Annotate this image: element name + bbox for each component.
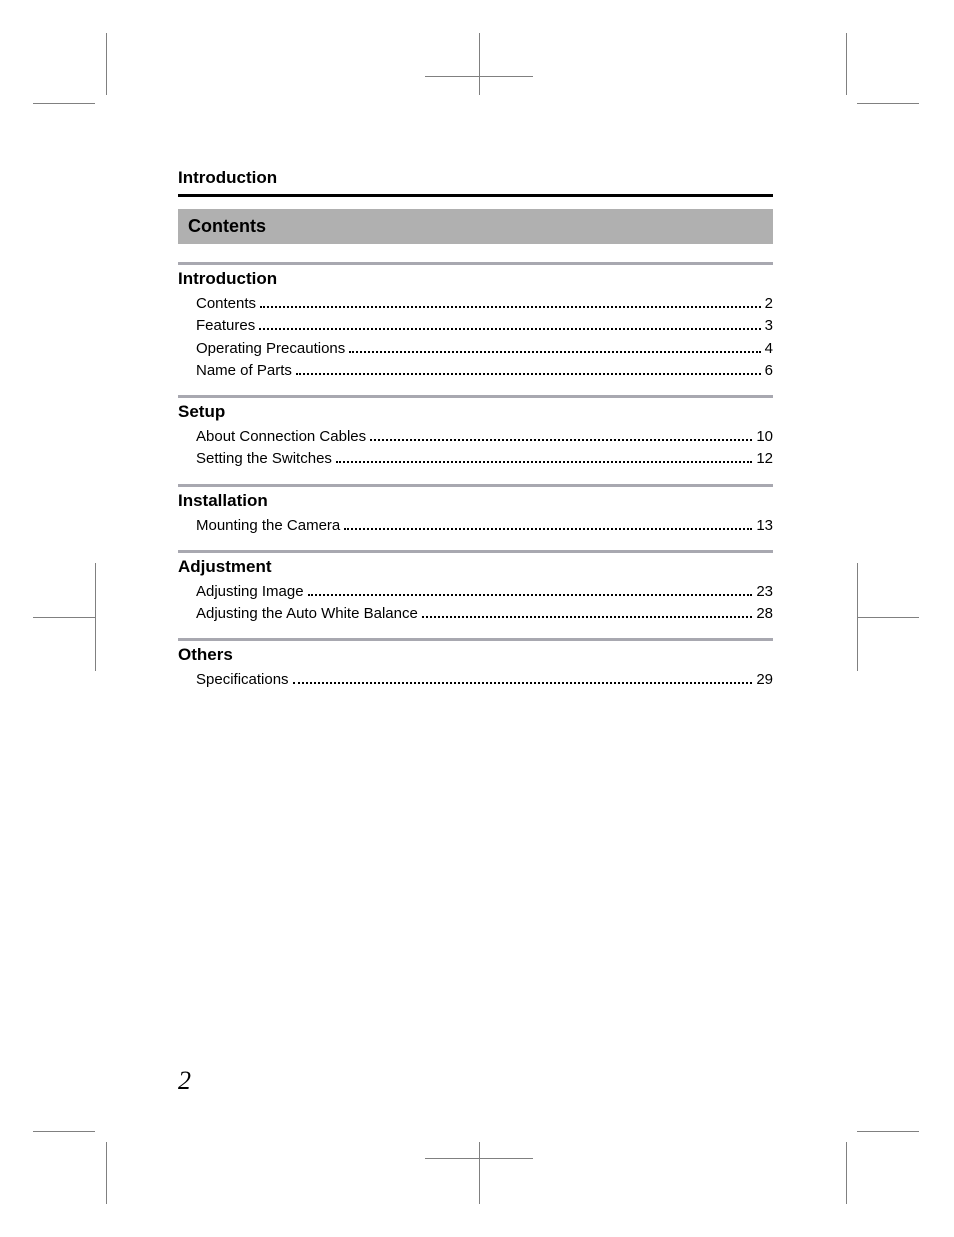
toc-entry: Contents 2 [196, 294, 773, 314]
page-number: 2 [178, 1066, 191, 1096]
toc-entry: Adjusting the Auto White Balance 28 [196, 604, 773, 624]
toc-entry: Name of Parts 6 [196, 361, 773, 381]
toc-entry: Specifications 29 [196, 670, 773, 690]
toc-divider [178, 638, 773, 641]
toc-entry-page: 3 [765, 316, 773, 336]
toc-entry: Mounting the Camera 13 [196, 516, 773, 536]
toc-heading: Others [178, 645, 773, 665]
toc-entry-label: Contents [196, 294, 256, 314]
toc-section: Introduction Contents 2 Features 3 Operating … [178, 262, 773, 381]
toc-container: Introduction Contents 2 Features 3 Operating … [178, 262, 773, 691]
toc-entry-page: 4 [765, 339, 773, 359]
crop-mark [95, 563, 96, 671]
toc-entry-label: Adjusting Image [196, 582, 304, 602]
toc-dots [422, 616, 753, 618]
toc-entry: Adjusting Image 23 [196, 582, 773, 602]
toc-entry: About Connection Cables 10 [196, 427, 773, 447]
toc-divider [178, 550, 773, 553]
toc-dots [344, 528, 752, 530]
toc-entry-label: Setting the Switches [196, 449, 332, 469]
crop-mark [857, 103, 919, 104]
toc-dots [260, 306, 761, 308]
toc-heading: Installation [178, 491, 773, 511]
crop-mark [846, 33, 847, 95]
toc-entry-page: 12 [756, 449, 773, 469]
toc-section: Others Specifications 29 [178, 638, 773, 690]
toc-entry-label: Features [196, 316, 255, 336]
toc-dots [336, 461, 752, 463]
toc-entry-page: 6 [765, 361, 773, 381]
toc-entry-label: Mounting the Camera [196, 516, 340, 536]
crop-mark [857, 563, 858, 671]
crop-mark [33, 1131, 95, 1132]
toc-entry-label: Operating Precautions [196, 339, 345, 359]
toc-dots [296, 373, 761, 375]
toc-divider [178, 395, 773, 398]
crop-mark [33, 617, 95, 618]
toc-entry: Operating Precautions 4 [196, 339, 773, 359]
toc-heading: Adjustment [178, 557, 773, 577]
toc-dots [370, 439, 752, 441]
toc-heading: Setup [178, 402, 773, 422]
toc-entry-page: 13 [756, 516, 773, 536]
toc-section: AdjustmentAdjusting Image23Adjusting the… [178, 550, 773, 625]
toc-dots [293, 682, 753, 684]
toc-entry-label: Adjusting the Auto White Balance [196, 604, 418, 624]
toc-dots [259, 328, 760, 330]
thick-rule [178, 194, 773, 197]
toc-entry: Features 3 [196, 316, 773, 336]
section-label: Introduction [178, 168, 773, 188]
toc-section: Installation Mounting the Camera 13 [178, 484, 773, 536]
crop-mark [857, 1131, 919, 1132]
toc-entry-page: 23 [756, 582, 773, 602]
toc-heading: Introduction [178, 269, 773, 289]
toc-entry-label: Specifications [196, 670, 289, 690]
toc-dots [308, 594, 753, 596]
toc-section: SetupAbout Connection Cables10Setting th… [178, 395, 773, 470]
crop-mark [33, 103, 95, 104]
toc-entry-page: 29 [756, 670, 773, 690]
toc-entry-page: 10 [756, 427, 773, 447]
crop-mark [479, 33, 480, 95]
toc-dots [349, 351, 760, 353]
crop-mark [857, 617, 919, 618]
crop-mark [479, 1142, 480, 1204]
toc-entry-label: Name of Parts [196, 361, 292, 381]
crop-mark [106, 33, 107, 95]
toc-divider [178, 262, 773, 265]
toc-entry-page: 2 [765, 294, 773, 314]
toc-entry-label: About Connection Cables [196, 427, 366, 447]
contents-header: Contents [178, 209, 773, 244]
toc-entry: Setting the Switches 12 [196, 449, 773, 469]
crop-mark [106, 1142, 107, 1204]
page-content: Introduction Contents Introduction Conten… [178, 168, 773, 705]
crop-mark [846, 1142, 847, 1204]
toc-entry-page: 28 [756, 604, 773, 624]
toc-divider [178, 484, 773, 487]
